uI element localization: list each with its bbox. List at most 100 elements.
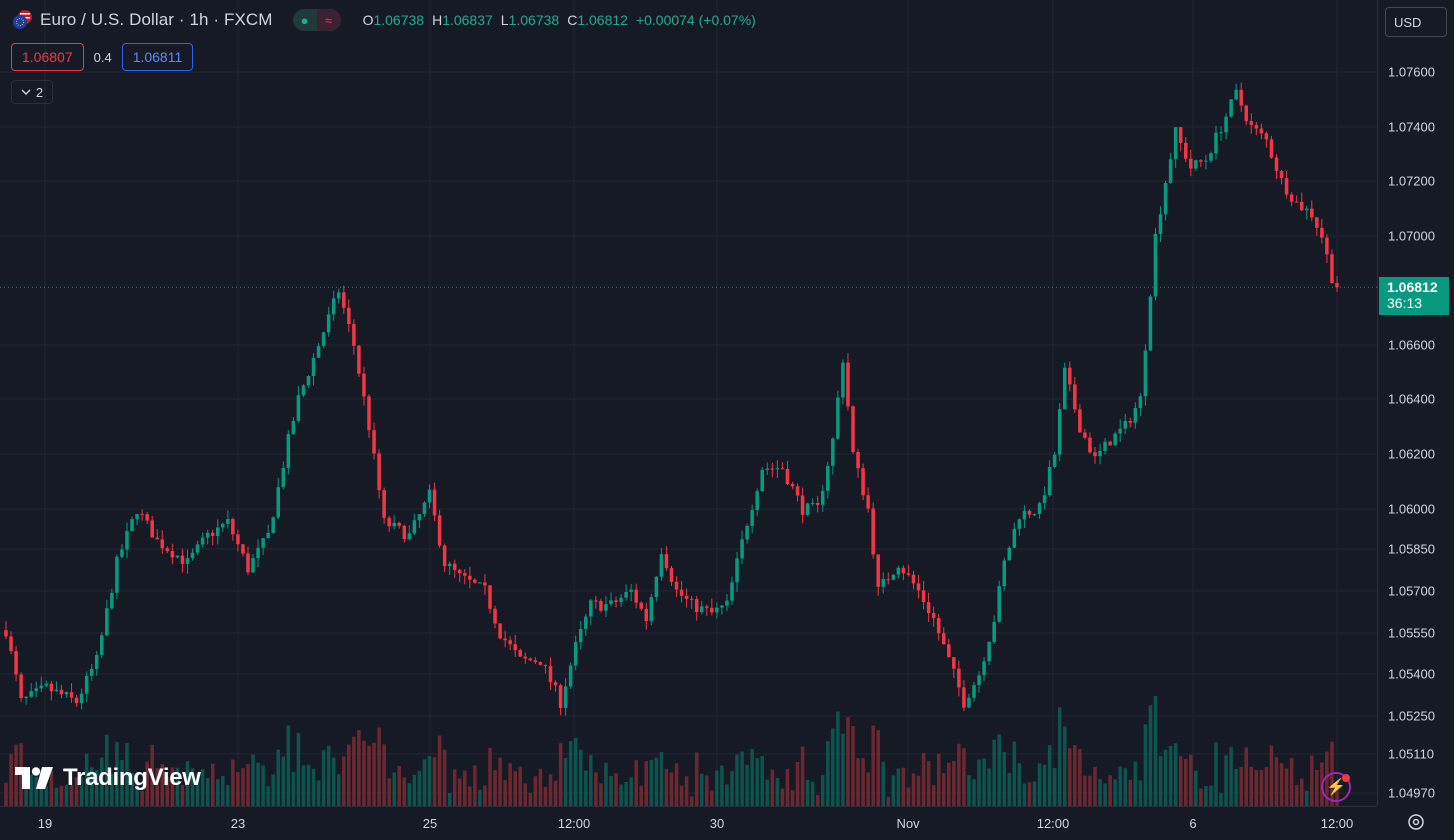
candle — [669, 566, 674, 587]
candle — [548, 657, 553, 691]
candle-body — [84, 675, 89, 694]
candle-body — [745, 525, 749, 540]
candle — [533, 657, 538, 665]
candle — [473, 578, 477, 584]
candle-body — [1108, 441, 1112, 446]
candle — [347, 299, 351, 333]
candle-body — [276, 487, 281, 518]
candle — [407, 524, 412, 541]
candle-body — [1254, 124, 1259, 129]
candle-body — [1219, 132, 1223, 134]
candle-body — [1158, 214, 1163, 234]
chevron-down-icon — [21, 89, 31, 95]
candle — [568, 662, 573, 689]
candle-body — [417, 514, 422, 521]
candle — [69, 683, 74, 703]
candle-body — [89, 668, 94, 676]
candle-body — [639, 602, 644, 609]
candle — [377, 449, 381, 499]
candle — [498, 623, 502, 640]
candle-body — [1148, 296, 1153, 351]
symbol-legend[interactable]: Euro / U.S. Dollar · 1h · FXCM ● ≈ O1.06… — [12, 9, 756, 31]
candle — [316, 343, 321, 358]
candle-body — [881, 579, 886, 587]
volume-bar — [402, 777, 407, 806]
candle — [594, 595, 598, 609]
candle-body — [24, 696, 28, 699]
candle — [120, 543, 124, 559]
volume-bar — [9, 753, 13, 806]
candle — [750, 504, 754, 534]
candle-body — [326, 314, 331, 333]
candle — [1279, 170, 1284, 185]
candle — [699, 601, 704, 615]
candle — [1244, 104, 1249, 126]
symbol-title[interactable]: Euro / U.S. Dollar · 1h · FXCM — [40, 10, 273, 29]
candle-body — [105, 608, 109, 636]
volume-bar — [982, 758, 986, 806]
last-price-value: 1.06812 — [1387, 279, 1438, 295]
candle-body — [568, 665, 573, 687]
candle-body — [205, 532, 210, 538]
tradingview-logo[interactable]: TradingView — [15, 764, 201, 792]
axis-corner — [1378, 807, 1454, 839]
time-tick-label: 25 — [422, 816, 438, 831]
volume-bar — [1304, 790, 1309, 806]
candle — [336, 288, 341, 304]
volume-bar — [1269, 745, 1274, 806]
price-axis[interactable]: 1.07600 1.07400 1.07200 1.07000 1.06600 1.064… — [1377, 0, 1454, 806]
volume-bar — [609, 775, 613, 806]
candle — [1299, 192, 1304, 212]
price-chart[interactable] — [0, 0, 1377, 806]
candle-body — [422, 502, 427, 515]
candle-body — [49, 683, 54, 692]
currency-selector[interactable]: USD — [1385, 7, 1447, 37]
candle — [190, 548, 195, 561]
candle-body — [125, 531, 129, 550]
volume-bar — [190, 768, 195, 806]
candle — [710, 598, 714, 616]
candle-body — [306, 376, 311, 386]
buy-button[interactable]: 1.06811 — [121, 43, 194, 71]
candle — [664, 546, 669, 571]
candle — [1259, 123, 1264, 140]
candle — [886, 572, 891, 585]
volume-bar — [740, 751, 744, 806]
candle — [836, 390, 840, 441]
candle — [165, 546, 170, 554]
candle-body — [412, 520, 417, 534]
sell-button[interactable]: 1.06807 — [11, 43, 84, 71]
candle — [1168, 152, 1173, 184]
open-key: O — [362, 12, 374, 28]
candle-body — [1133, 407, 1138, 423]
chart-pane[interactable] — [0, 0, 1377, 806]
candles — [4, 82, 1339, 716]
candle — [200, 532, 205, 548]
volume-bar — [200, 769, 205, 806]
volume-bar — [735, 754, 739, 806]
candle-body — [1330, 254, 1334, 284]
volume-bar — [1002, 752, 1007, 806]
lightning-icon[interactable]: ⚡ — [1321, 772, 1351, 802]
candle-body — [659, 554, 664, 577]
candle-body — [911, 574, 916, 584]
candle — [84, 671, 89, 703]
time-axis[interactable]: 19 23 25 12:00 30 Nov 12:00 6 12:00 — [0, 806, 1377, 840]
indicators-collapse-button[interactable]: 2 — [11, 80, 53, 104]
candle-body — [271, 517, 275, 533]
settings-gear-icon[interactable] — [1406, 812, 1426, 832]
candle — [553, 680, 558, 692]
volume-bar — [891, 775, 896, 806]
volume-bar — [745, 764, 749, 806]
volume-bar — [215, 779, 220, 806]
volume-bar — [1249, 766, 1254, 806]
candle — [321, 331, 326, 349]
volume-bar — [1088, 775, 1092, 806]
volume-bar — [1259, 770, 1264, 806]
volume-bar — [321, 750, 326, 806]
volume-bar — [115, 742, 119, 806]
volume-bar — [84, 753, 89, 806]
market-status[interactable]: ● ≈ — [292, 9, 341, 31]
candle-body — [210, 532, 215, 536]
candle-body — [311, 357, 316, 377]
